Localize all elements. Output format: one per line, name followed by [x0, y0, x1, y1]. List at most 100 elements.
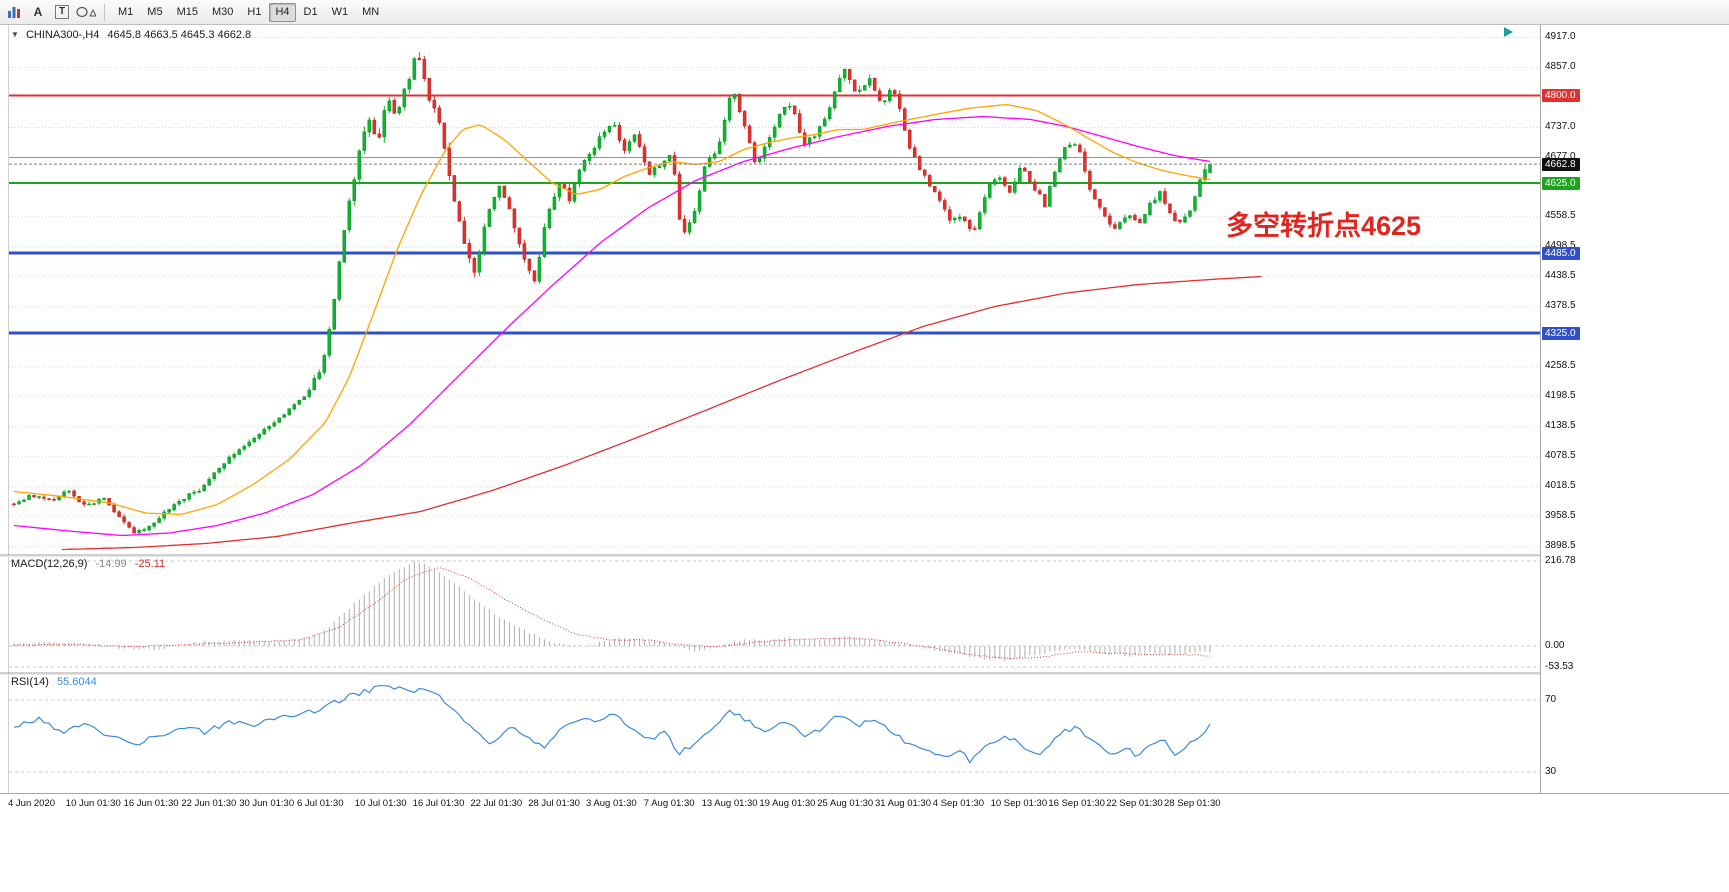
candle-body	[752, 142, 757, 163]
candle-body	[237, 449, 241, 455]
macd-signal-line	[13, 567, 1211, 660]
candle-body	[357, 150, 362, 180]
candle-body	[998, 177, 1002, 180]
candle-body	[677, 173, 682, 220]
candle-body	[1133, 215, 1137, 221]
candle-body	[1073, 144, 1077, 146]
candle-body	[918, 156, 922, 171]
candle-body	[302, 396, 306, 401]
candle-body	[872, 77, 877, 91]
timeframe-group: M1 M5 M15 M30 H1 H4 D1 W1 MN	[111, 2, 386, 22]
candle-body	[137, 530, 141, 534]
ma-red-line	[61, 275, 1262, 551]
price-tick-label: 4857.0	[1545, 61, 1576, 72]
candle-body	[542, 227, 547, 257]
tf-button-m1[interactable]: M1	[118, 5, 134, 18]
macd-label: MACD(12,26,9) -14.99 -25.11	[11, 558, 165, 570]
candle-body	[427, 78, 432, 101]
candle-body	[362, 131, 367, 151]
candle-body	[477, 252, 482, 273]
tf-button-h1[interactable]: H1	[247, 5, 262, 18]
candle-body	[157, 518, 161, 523]
candle-body	[627, 141, 632, 152]
macd-signal-value: -25.11	[134, 558, 166, 570]
candle-body	[938, 191, 942, 201]
price-tick-label: 4018.5	[1545, 480, 1576, 492]
chart-shift-marker[interactable]	[1504, 27, 1513, 37]
candle-body	[928, 175, 932, 187]
rsi-axis-label: 30	[1545, 766, 1557, 777]
candles-layer	[12, 52, 1212, 535]
macd-axis-label: 216.78	[1545, 555, 1576, 566]
candle-body	[442, 122, 447, 149]
time-label: 13 Aug 01:30	[701, 798, 758, 809]
candle-body	[597, 136, 602, 149]
time-label: 10 Sep 01:30	[990, 798, 1048, 809]
candle-body	[572, 183, 577, 202]
candle-body	[217, 467, 221, 473]
time-axis[interactable]: 4 Jun 2020 10 Jun 01:30 16 Jun 01:30 22 Jun…	[0, 793, 1729, 818]
rsi-name: RSI(14)	[11, 676, 49, 688]
text-label-tool-button[interactable]: A	[27, 2, 49, 22]
candle-body	[1083, 151, 1087, 172]
candle-body	[547, 208, 552, 228]
candle-body	[22, 499, 26, 502]
candle-body	[317, 372, 322, 379]
tf-button-m15[interactable]: M15	[176, 5, 198, 18]
shapes-tool-button[interactable]	[75, 2, 97, 22]
candle-body	[432, 99, 437, 109]
candle-body	[527, 258, 532, 271]
candle-body	[1063, 147, 1067, 160]
price-tick-label: 4198.5	[1545, 390, 1576, 402]
candle-body	[742, 111, 747, 127]
candle-body	[537, 256, 542, 282]
candle-body	[27, 494, 31, 500]
candle-body	[832, 91, 837, 109]
candle-body	[322, 355, 327, 373]
candle-body	[617, 125, 622, 141]
candle-body	[812, 136, 817, 138]
candle-body	[72, 490, 76, 497]
time-label: 4 Jun 2020	[8, 798, 56, 809]
tf-button-h4[interactable]: H4	[269, 2, 296, 22]
chart-canvas[interactable]	[0, 25, 1540, 815]
tf-button-d1[interactable]: D1	[303, 5, 318, 18]
candle-body	[212, 472, 216, 479]
price-tag-4800.0: 4800.0	[1542, 89, 1580, 102]
candle-body	[272, 422, 276, 427]
macd-gridlines	[9, 560, 1540, 668]
candle-body	[958, 216, 962, 220]
chart-bars-icon	[8, 7, 20, 18]
candle-body	[512, 208, 517, 229]
candle-body	[1058, 158, 1062, 172]
candle-body	[943, 200, 947, 210]
candle-body	[1008, 185, 1012, 193]
candle-body	[472, 258, 477, 273]
collapse-triangle-icon[interactable]: ▼	[11, 30, 19, 39]
candle-body	[1173, 212, 1177, 221]
tf-button-mn[interactable]: MN	[362, 5, 380, 18]
candle-body	[1013, 181, 1017, 193]
candle-body	[877, 90, 882, 101]
candle-body	[717, 141, 722, 155]
symbol-name: CHINA300-,H4	[25, 29, 100, 41]
candle-body	[983, 197, 987, 213]
tf-button-w1[interactable]: W1	[331, 5, 349, 18]
time-label: 16 Jul 01:30	[412, 798, 465, 809]
text-tool-button[interactable]: T	[51, 2, 73, 22]
candle-body	[307, 389, 311, 397]
price-axis[interactable]: 4917.0 4857.0 4737.0 4677.0 4558.5 4498.5 4438…	[1540, 25, 1729, 815]
candle-body	[657, 165, 662, 169]
time-label: 6 Jul 01:30	[297, 798, 344, 809]
candle-body	[847, 68, 852, 80]
price-gridlines	[9, 37, 1540, 548]
candle-body	[923, 169, 927, 176]
chart-objects-tool-button[interactable]	[3, 2, 25, 22]
tf-button-m5[interactable]: M5	[147, 5, 163, 18]
tf-button-m30[interactable]: M30	[211, 5, 234, 18]
candle-body	[667, 155, 672, 162]
candle-body	[837, 78, 842, 93]
candle-body	[1113, 224, 1117, 229]
price-tick-label: 4558.5	[1545, 210, 1576, 222]
